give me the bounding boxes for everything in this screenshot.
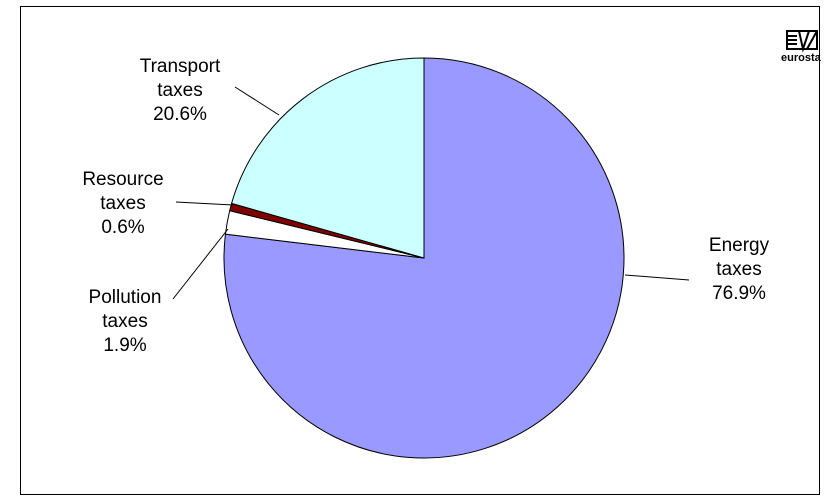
- pie-slice-transport: [230, 57, 425, 259]
- slice-label-resource: Resource taxes 0.6%: [82, 169, 163, 238]
- slice-label-transport: Transport taxes 20.6%: [140, 56, 221, 125]
- slice-label-line: 1.9%: [103, 335, 146, 356]
- slice-label-line: taxes: [100, 193, 145, 214]
- slice-label-line: 0.6%: [101, 217, 144, 238]
- slice-label-line: taxes: [716, 259, 761, 280]
- slice-label-energy: Energy taxes 76.9%: [709, 235, 770, 304]
- slice-label-line: Pollution: [89, 287, 162, 308]
- pie-chart: Energy taxes 76.9% Pollution taxes 1.9% Resour…: [82, 30, 821, 459]
- leader-line-transport: [234, 86, 280, 116]
- slice-label-line: taxes: [157, 80, 202, 101]
- eurostat-logo-text: eurostat: [781, 52, 821, 64]
- leader-lines: [172, 86, 690, 300]
- slice-label-line: 76.9%: [712, 283, 766, 304]
- slice-label-line: Transport: [140, 56, 221, 77]
- slice-labels: Energy taxes 76.9% Pollution taxes 1.9% Resour…: [82, 56, 769, 356]
- leader-line-pollution: [172, 228, 229, 300]
- slice-label-line: Energy: [709, 235, 770, 256]
- slice-label-line: 20.6%: [153, 104, 207, 125]
- chart-frame: Energy taxes 76.9% Pollution taxes 1.9% Resour…: [20, 6, 821, 495]
- slice-label-line: Resource: [82, 169, 163, 190]
- leader-line-energy: [624, 274, 690, 281]
- pie-slices: [223, 57, 625, 459]
- eurostat-logo: eurostat: [781, 30, 821, 64]
- slice-label-pollution: Pollution taxes 1.9%: [89, 287, 162, 356]
- eurostat-logo-icon: [786, 30, 818, 53]
- leader-line-resource: [175, 201, 234, 206]
- slice-label-line: taxes: [102, 311, 147, 332]
- pie-slice-energy: [223, 57, 625, 459]
